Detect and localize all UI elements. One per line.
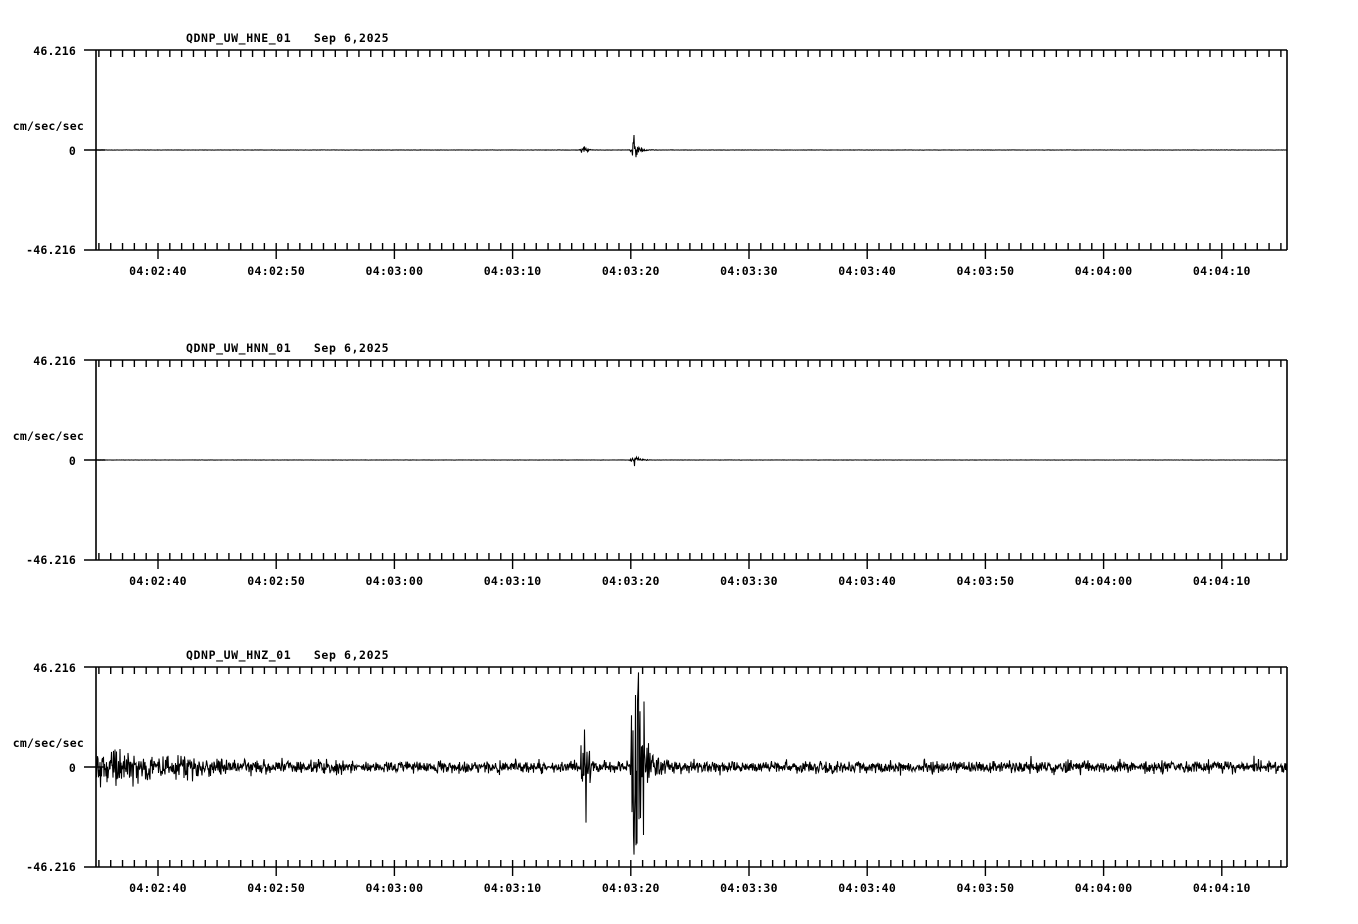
x-axis-tick-label: 04:03:20	[602, 264, 660, 278]
x-axis-tick-label: 04:03:50	[957, 881, 1015, 895]
axis-frame	[84, 49, 1288, 259]
x-axis-tick-label: 04:04:10	[1193, 264, 1251, 278]
plot-area-hne: 04:02:40 04:02:50 04:03:00 04:03:10 04:03:20…	[84, 49, 1288, 278]
y-axis-zero-label-hnn: 0	[68, 454, 76, 468]
x-axis-tick-labels: 04:02:40 04:02:50 04:03:00 04:03:10 04:03:20…	[129, 574, 1251, 588]
y-axis-max-label-hnz: 46.216	[33, 661, 76, 675]
waveform-trace	[95, 134, 1288, 158]
y-axis-units-hnn: cm/sec/sec	[12, 429, 84, 443]
y-axis-min-label-hnn: -46.216	[26, 553, 76, 567]
seismogram-panel-hne: QDNP_UW_HNE_01 Sep 6,2025 46.216 cm/sec/…	[0, 0, 1358, 300]
waveform-trace	[95, 672, 1288, 855]
y-axis-min-label-hne: -46.216	[26, 243, 76, 257]
axis-ticks	[98, 50, 1282, 259]
x-axis-tick-label: 04:03:40	[838, 881, 896, 895]
x-axis-tick-labels: 04:02:40 04:02:50 04:03:00 04:03:10 04:03:20…	[129, 264, 1251, 278]
axis-frame	[84, 666, 1288, 876]
plot-area-hnz: 04:02:40 04:02:50 04:03:00 04:03:10 04:03:20…	[84, 666, 1288, 895]
x-axis-tick-label: 04:03:10	[484, 264, 542, 278]
x-axis-tick-label: 04:04:00	[1075, 574, 1133, 588]
x-axis-tick-label: 04:03:00	[366, 881, 424, 895]
x-axis-tick-label: 04:04:00	[1075, 264, 1133, 278]
x-axis-tick-label: 04:03:40	[838, 264, 896, 278]
y-axis-min-label-hnz: -46.216	[26, 860, 76, 874]
x-axis-tick-label: 04:04:00	[1075, 881, 1133, 895]
seismogram-panel-hnn: QDNP_UW_HNN_01 Sep 6,2025 46.216 cm/sec/…	[0, 310, 1358, 610]
x-axis-tick-label: 04:03:00	[366, 264, 424, 278]
y-axis-units-hnz: cm/sec/sec	[12, 736, 84, 750]
panel-title-hnn: QDNP_UW_HNN_01 Sep 6,2025	[186, 341, 390, 355]
y-axis-zero-label-hnz: 0	[68, 761, 76, 775]
axis-ticks	[98, 360, 1282, 569]
y-axis-ticks	[84, 359, 105, 561]
x-axis-tick-label: 04:03:00	[366, 574, 424, 588]
x-axis-tick-label: 04:03:40	[838, 574, 896, 588]
x-axis-tick-labels: 04:02:40 04:02:50 04:03:00 04:03:10 04:03:20…	[129, 881, 1251, 895]
x-axis-tick-label: 04:02:50	[247, 574, 305, 588]
x-axis-tick-label: 04:04:10	[1193, 881, 1251, 895]
x-axis-tick-label: 04:03:20	[602, 881, 660, 895]
waveform-trace	[95, 455, 1288, 467]
x-axis-tick-label: 04:03:10	[484, 881, 542, 895]
y-axis-units-hne: cm/sec/sec	[12, 119, 84, 133]
x-axis-tick-label: 04:03:50	[957, 574, 1015, 588]
x-axis-tick-label: 04:02:40	[129, 264, 187, 278]
axis-ticks	[98, 667, 1282, 876]
x-axis-tick-label: 04:02:40	[129, 881, 187, 895]
x-axis-tick-label: 04:02:50	[247, 881, 305, 895]
y-axis-zero-label-hne: 0	[68, 144, 76, 158]
x-axis-tick-label: 04:02:40	[129, 574, 187, 588]
x-axis-tick-label: 04:03:30	[720, 574, 778, 588]
y-axis-ticks	[84, 666, 105, 868]
y-axis-max-label-hne: 46.216	[33, 44, 76, 58]
panel-title-hne: QDNP_UW_HNE_01 Sep 6,2025	[186, 31, 390, 45]
plot-area-hnn: 04:02:40 04:02:50 04:03:00 04:03:10 04:03:20…	[84, 359, 1288, 588]
axis-frame	[84, 359, 1288, 569]
x-axis-tick-label: 04:02:50	[247, 264, 305, 278]
y-axis-ticks	[84, 49, 105, 251]
y-axis-max-label-hnn: 46.216	[33, 354, 76, 368]
x-axis-tick-label: 04:04:10	[1193, 574, 1251, 588]
x-axis-tick-label: 04:03:10	[484, 574, 542, 588]
panel-title-hnz: QDNP_UW_HNZ_01 Sep 6,2025	[186, 648, 390, 662]
x-axis-tick-label: 04:03:30	[720, 881, 778, 895]
x-axis-tick-label: 04:03:50	[957, 264, 1015, 278]
seismogram-panel-hnz: QDNP_UW_HNZ_01 Sep 6,2025 46.216 cm/sec/…	[0, 617, 1358, 924]
x-axis-tick-label: 04:03:20	[602, 574, 660, 588]
x-axis-tick-label: 04:03:30	[720, 264, 778, 278]
